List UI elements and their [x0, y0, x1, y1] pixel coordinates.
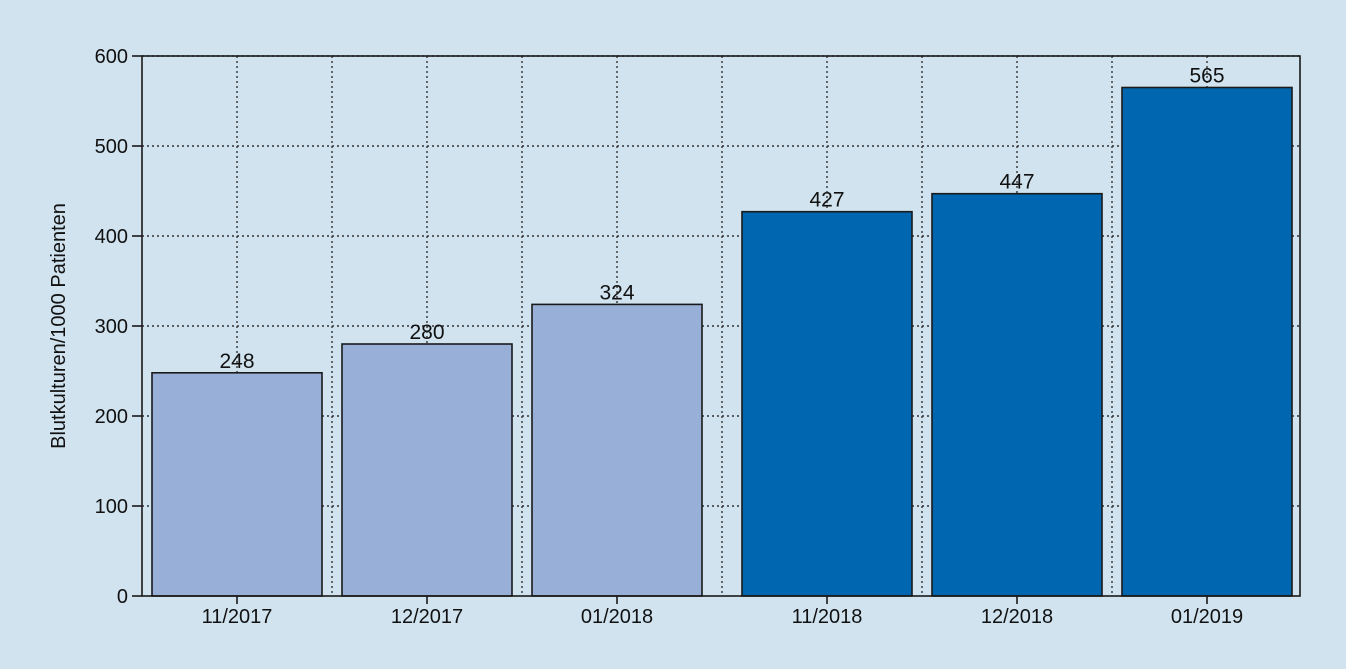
y-axis-title: Blutkulturen/1000 Patienten — [48, 203, 70, 449]
x-tick-label: 01/2019 — [1171, 606, 1243, 628]
bar-12-2017 — [341, 343, 513, 597]
data-label: 427 — [809, 189, 844, 212]
x-tick-label: 12/2018 — [981, 606, 1053, 628]
y-tick-label: 100 — [95, 496, 128, 518]
bar-11-2017 — [151, 371, 323, 597]
y-tick-label: 300 — [95, 316, 128, 338]
bar-01-2019 — [1121, 86, 1293, 597]
y-tick-label: 600 — [95, 46, 128, 68]
bar-01-2018 — [531, 303, 703, 597]
bar-12-2018 — [931, 192, 1103, 597]
y-tick-label: 0 — [117, 586, 128, 608]
bars — [151, 86, 1293, 597]
y-tick-label: 200 — [95, 406, 128, 428]
data-label: 447 — [999, 171, 1034, 194]
y-tick-label: 500 — [95, 136, 128, 158]
labels: 0 100 200 300 400 500 600 11/2017 12/2017 01/2018… — [95, 46, 1244, 628]
x-tick-label: 12/2017 — [391, 606, 463, 628]
bar-11-2018 — [741, 210, 913, 597]
y-tick-label: 400 — [95, 226, 128, 248]
x-tick-label: 11/2018 — [792, 606, 863, 628]
x-tick-label: 01/2018 — [581, 606, 653, 628]
data-label: 248 — [219, 350, 254, 373]
x-tick-label: 11/2017 — [202, 606, 273, 628]
axes — [132, 55, 1301, 604]
data-label: 324 — [599, 281, 634, 304]
data-label: 280 — [409, 321, 444, 344]
data-label: 565 — [1189, 65, 1224, 88]
